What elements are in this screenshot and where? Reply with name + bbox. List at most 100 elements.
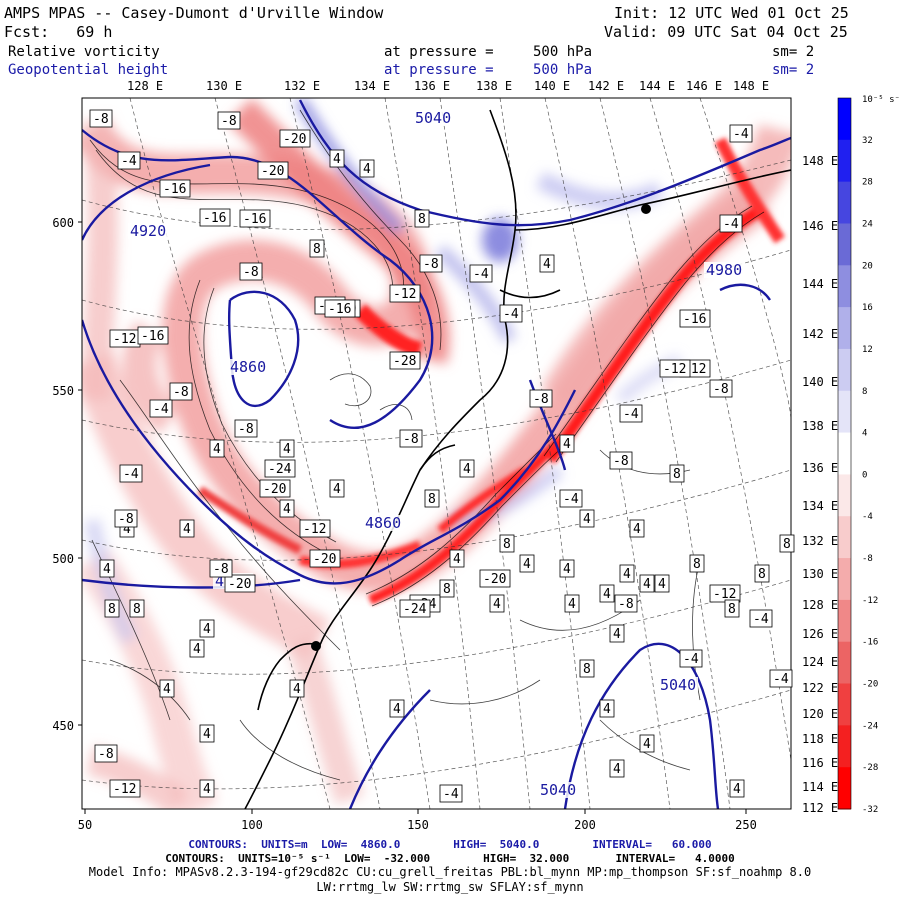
right-lon-label: 136 E — [802, 461, 838, 475]
coastline — [244, 109, 791, 809]
vorticity-contour-label: -4 — [563, 492, 579, 507]
right-lon-label: 140 E — [802, 375, 838, 389]
vorticity-contour-label: -20 — [261, 164, 284, 179]
vorticity-label-box — [399, 429, 423, 448]
vorticity-contour-label: 8 — [583, 662, 591, 677]
vorticity-label-box — [359, 159, 375, 178]
x-axis-label: 100 — [241, 818, 263, 832]
vorticity-contour-label: 4 — [333, 482, 341, 497]
vorticity-contour-label: 4 — [183, 522, 191, 537]
vorticity-label-box — [199, 619, 215, 638]
vorticity-label-box — [189, 639, 205, 658]
vorticity-contour-label: -20 — [228, 577, 251, 592]
right-lon-label: 142 E — [802, 327, 838, 341]
left-axis-ticks — [78, 221, 82, 726]
top-lon-label: 136 E — [414, 79, 450, 93]
field1-name: Relative vorticity — [8, 44, 160, 60]
vorticity-contour-label: -16 — [328, 302, 351, 317]
vorticity-contour-label: 4 — [623, 567, 631, 582]
vorticity-label-box — [104, 599, 120, 618]
right-lon-label: 138 E — [802, 419, 838, 433]
vorticity-contour-label: 4 — [363, 162, 371, 177]
colorbar-swatch — [838, 516, 851, 559]
vorticity-label-box — [279, 129, 311, 148]
colorbar-swatch — [838, 390, 851, 434]
vorticity-contour-label: -4 — [733, 127, 749, 142]
vorticity-contour-label: 4 — [563, 437, 571, 452]
vorticity-contour-label: -12 — [113, 782, 136, 797]
vorticity-label-box — [217, 111, 241, 130]
colorbar-swatch — [838, 307, 851, 350]
colorbar-frame — [837, 97, 852, 810]
vorticity-contour-label: -4 — [623, 407, 639, 422]
vorticity-contour-label: 4 — [203, 782, 211, 797]
vorticity-contour-label: -12 — [303, 522, 326, 537]
init-time: Init: 12 UTC Wed 01 Oct 25 — [614, 4, 849, 22]
vorticity-contour-label: -4 — [773, 672, 789, 687]
vorticity-label-box — [639, 574, 655, 593]
vorticity-label-box — [599, 699, 615, 718]
vorticity-contour-label: 4 — [213, 442, 221, 457]
vorticity-contour-label: -8 — [403, 432, 419, 447]
vorticity-label-box — [639, 734, 655, 753]
vorticity-contour-label: 4 — [603, 587, 611, 602]
vorticity-label-box — [109, 779, 141, 798]
field2-smoothing: sm= 2 — [772, 62, 815, 78]
field2-at: at pressure = — [384, 62, 494, 78]
vorticity-label-box — [719, 214, 743, 233]
field2-level: 500 hPa — [533, 62, 593, 78]
left-axis-labels: 600 550 500 450 — [52, 216, 74, 733]
vorticity-colorbar: 32 28 24 20 16 12 8 4 0 -4 -8 -12 -16 -20 -24 -28 -32 — [837, 97, 878, 815]
vorticity-label-box — [479, 569, 511, 588]
right-lon-label: 122 E — [802, 681, 838, 695]
vorticity-contour-label: -4 — [121, 154, 137, 169]
top-lon-label: 142 E — [588, 79, 624, 93]
colorbar-swatch — [838, 223, 851, 266]
top-lon-label: 138 E — [476, 79, 512, 93]
vorticity-contour-label: -12 — [663, 362, 686, 377]
vorticity-label-box — [654, 574, 670, 593]
vorticity-contour-label: 8 — [428, 492, 436, 507]
vorticity-contour-label: 4 — [733, 782, 741, 797]
vorticity-label-box — [389, 699, 405, 718]
vorticity-contour-label: -20 — [283, 132, 306, 147]
vorticity-contour-label: 8 — [758, 567, 766, 582]
colorbar-tick-label: -16 — [862, 638, 878, 648]
colorbar-tick-label: -28 — [862, 763, 878, 773]
vorticity-contour-label: 4 — [203, 727, 211, 742]
vorticity-label-box — [499, 534, 515, 553]
vorticity-contour-label: 8 — [313, 242, 321, 257]
vorticity-label-box — [169, 382, 193, 401]
height-label-bg — [538, 782, 578, 798]
vorticity-contour-label: -4 — [683, 652, 699, 667]
y-axis-label: 500 — [52, 552, 74, 566]
vorticity-label-box — [137, 326, 169, 345]
vorticity-contour-label: 4 — [283, 502, 291, 517]
y-axis-label: 600 — [52, 216, 74, 230]
colorbar-tick-label: -12 — [862, 596, 878, 606]
vorticity-label-box — [199, 208, 231, 227]
vorticity-shading — [82, 98, 791, 809]
vorticity-label-box — [609, 759, 625, 778]
footer-height-contours: CONTOURS: UNITS=m LOW= 4860.0 HIGH= 5040… — [188, 838, 712, 851]
height-label-bg — [658, 677, 698, 693]
vorticity-contour-label: 4 — [393, 702, 401, 717]
vorticity-contour-label: -8 — [118, 512, 134, 527]
top-lon-label: 134 E — [354, 79, 390, 93]
top-lon-label: 130 E — [206, 79, 242, 93]
right-lon-label: 144 E — [802, 277, 838, 291]
vorticity-label-box — [329, 149, 345, 168]
vorticity-label-box — [619, 564, 635, 583]
vorticity-contour-label: -20 — [483, 572, 506, 587]
x-axis-label: 250 — [735, 818, 757, 832]
height-label-bg — [128, 223, 168, 239]
field1-level: 500 hPa — [533, 44, 593, 60]
vorticity-contour-label: 4 — [203, 622, 211, 637]
colorbar-tick-label: 32 — [862, 136, 873, 146]
vorticity-label-box — [754, 564, 770, 583]
vorticity-label-box — [259, 479, 291, 498]
vorticity-label-box — [519, 554, 535, 573]
vorticity-label-box — [419, 254, 443, 273]
vorticity-contour-label: -16 — [243, 212, 266, 227]
vorticity-contour-label: -4 — [753, 612, 769, 627]
